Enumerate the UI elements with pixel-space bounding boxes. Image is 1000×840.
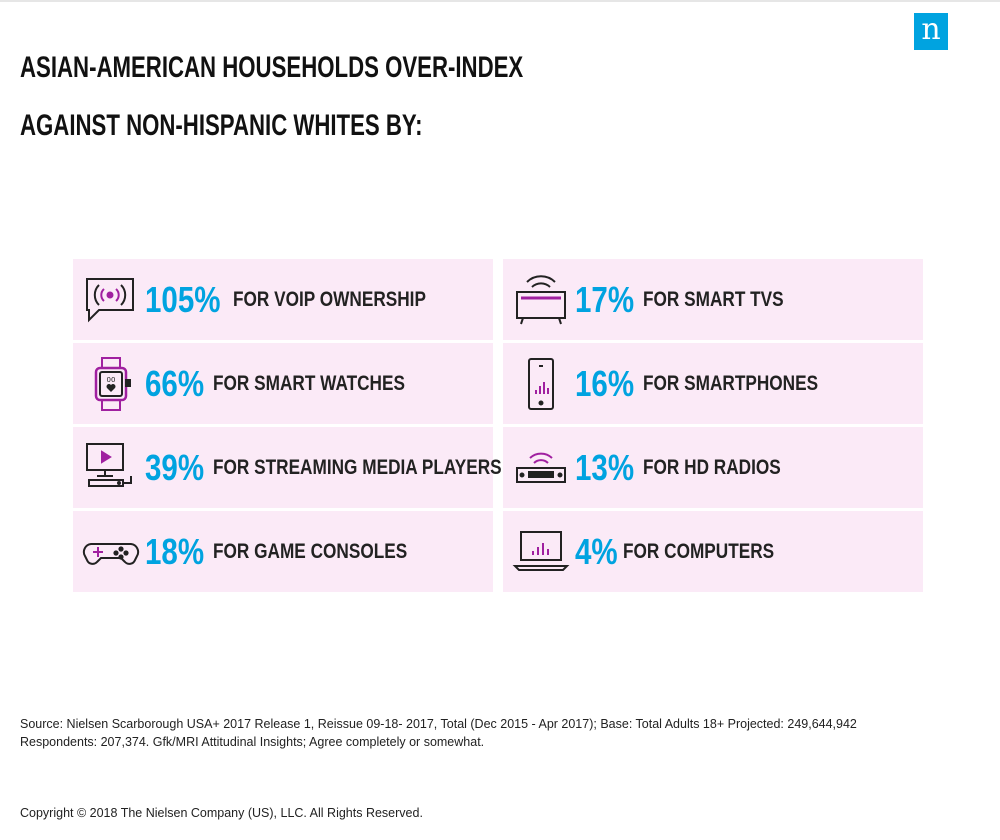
- stat-card-voip: 105% FOR VOIP OWNERSHIP: [73, 259, 493, 340]
- title-line-2: AGAINST NON-HISPANIC WHITES BY:: [20, 109, 423, 142]
- stat-percent: 105%: [145, 278, 221, 320]
- stat-card-smart-watch: 00 66% FOR SMART WATCHES: [73, 343, 493, 424]
- stat-label: FOR HD RADIOS: [643, 455, 781, 479]
- nielsen-logo: n: [914, 13, 948, 50]
- smart-tv-icon: [511, 270, 571, 330]
- source-line-1: Source: Nielsen Scarborough USA+ 2017 Re…: [20, 717, 857, 731]
- stat-label: FOR GAME CONSOLES: [213, 539, 408, 563]
- stat-text: 13% FOR HD RADIOS: [575, 427, 811, 508]
- stat-text: 39% FOR STREAMING MEDIA PLAYERS: [145, 427, 565, 508]
- stat-percent: 13%: [575, 446, 635, 488]
- stat-label: FOR SMART TVS: [643, 287, 784, 311]
- stat-text: 18% FOR GAME CONSOLES: [145, 511, 450, 592]
- game-controller-icon: [81, 522, 141, 582]
- stat-text: 16% FOR SMARTPHONES: [575, 343, 857, 424]
- smartphone-icon: [511, 354, 571, 414]
- logo-letter: n: [921, 11, 941, 47]
- streaming-player-icon: [81, 438, 141, 498]
- stat-card-smartphone: 16% FOR SMARTPHONES: [503, 343, 923, 424]
- stat-text: 66% FOR SMART WATCHES: [145, 343, 447, 424]
- hd-radio-icon: [511, 438, 571, 498]
- stat-label: FOR STREAMING MEDIA PLAYERS: [213, 455, 502, 479]
- stat-percent: 4%: [575, 530, 618, 572]
- stat-label: FOR VOIP OWNERSHIP: [233, 287, 427, 311]
- source-note: Source: Nielsen Scarborough USA+ 2017 Re…: [20, 715, 980, 751]
- stat-percent: 18%: [145, 530, 205, 572]
- stat-text: 17% FOR SMART TVS: [575, 259, 815, 340]
- stat-text: 4% FOR COMPUTERS: [575, 511, 807, 592]
- stat-card-game: 18% FOR GAME CONSOLES: [73, 511, 493, 592]
- title-line-1: ASIAN-AMERICAN HOUSEHOLDS OVER-INDEX: [20, 51, 524, 84]
- stat-card-streaming: 39% FOR STREAMING MEDIA PLAYERS: [73, 427, 502, 508]
- stat-label: FOR SMART WATCHES: [213, 371, 406, 395]
- stat-percent: 16%: [575, 362, 635, 404]
- stat-percent: 39%: [145, 446, 205, 488]
- stat-card-hd-radio: 13% FOR HD RADIOS: [503, 427, 923, 508]
- stat-text: 105% FOR VOIP OWNERSHIP: [145, 259, 468, 340]
- smart-watch-icon: 00: [81, 354, 141, 414]
- svg-text:00: 00: [107, 376, 116, 384]
- laptop-icon: [511, 522, 571, 582]
- copyright: Copyright © 2018 The Nielsen Company (US…: [20, 806, 423, 820]
- stats-grid: 105% FOR VOIP OWNERSHIP 00 66% FOR SMART…: [73, 259, 923, 592]
- stat-card-computer: 4% FOR COMPUTERS: [503, 511, 923, 592]
- source-line-2: Respondents: 207,374. Gfk/MRI Attitudina…: [20, 735, 485, 749]
- stat-label: FOR SMARTPHONES: [643, 371, 819, 395]
- page-title: ASIAN-AMERICAN HOUSEHOLDS OVER-INDEX AGA…: [20, 39, 660, 155]
- stat-percent: 66%: [145, 362, 205, 404]
- top-divider: [0, 0, 1000, 2]
- stat-percent: 17%: [575, 278, 635, 320]
- voip-speech-bubble-icon: [81, 270, 141, 330]
- stat-card-smart-tv: 17% FOR SMART TVS: [503, 259, 923, 340]
- stat-label: FOR COMPUTERS: [623, 539, 775, 563]
